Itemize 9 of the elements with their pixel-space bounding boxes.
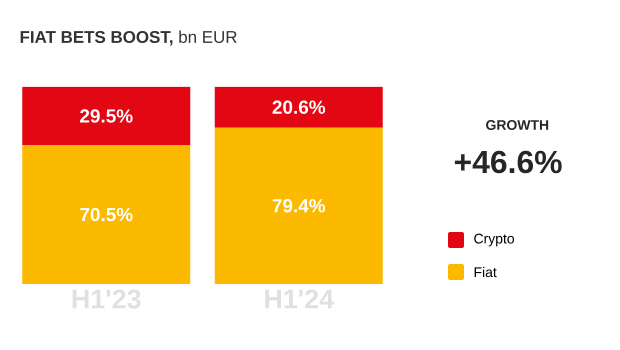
legend-label: Crypto [474, 234, 514, 246]
data-label: 20.6% [272, 100, 326, 114]
text: GROWTH [486, 120, 548, 130]
data-label: 79.4% [272, 199, 326, 212]
data-label: 29.5% [80, 109, 133, 123]
text: +46.6% [454, 150, 562, 174]
chart-title: FIAT BETS BOOST, bn EUR [20, 30, 237, 46]
legend-label: Fiat [474, 266, 497, 278]
data-label: 70.5% [80, 208, 133, 222]
